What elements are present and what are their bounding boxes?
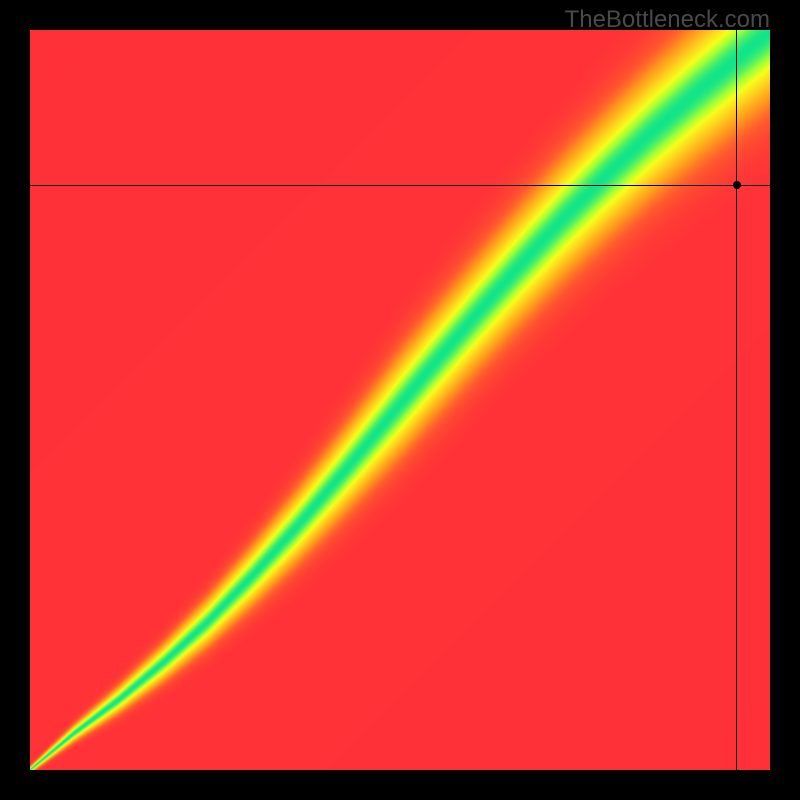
heatmap-plot — [30, 30, 770, 770]
crosshair-vertical — [736, 30, 737, 770]
chart-container: TheBottleneck.com — [0, 0, 800, 800]
crosshair-horizontal — [30, 185, 770, 186]
crosshair-dot — [733, 181, 741, 189]
watermark-text: TheBottleneck.com — [565, 6, 770, 34]
heatmap-canvas — [30, 30, 770, 770]
